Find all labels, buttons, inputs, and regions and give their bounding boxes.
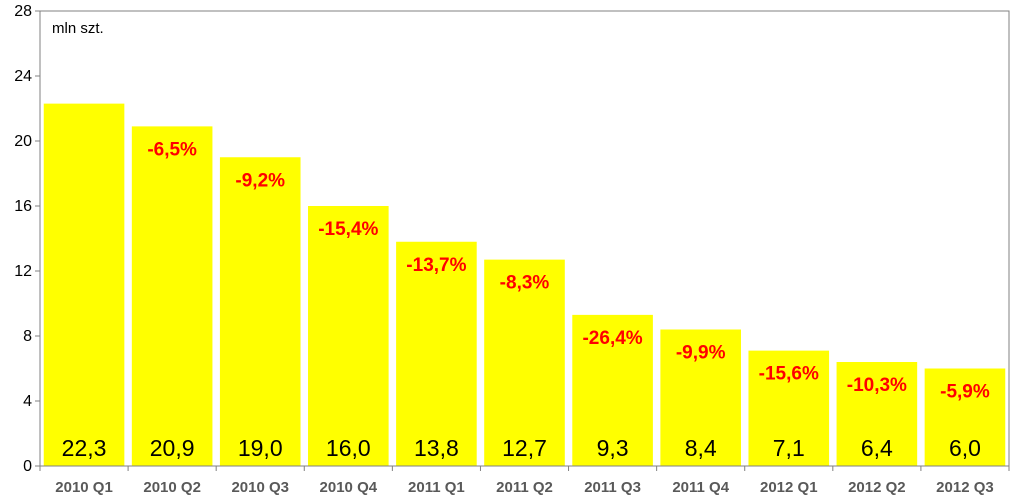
y-tick-label: 28 (14, 3, 32, 20)
bar-series: 22,3 20,9 -6,5% 19,0 -9,2% 16,0 -15,4% 13,8 -13,… (43, 103, 1006, 466)
y-tick-label: 4 (23, 393, 32, 410)
y-tick-label: 24 (14, 68, 32, 85)
x-tick-label: 2011 Q3 (584, 479, 641, 496)
x-tick-label: 2010 Q2 (143, 479, 201, 496)
y-tick-label: 8 (23, 328, 32, 345)
bar-change-label: -8,3% (500, 273, 550, 294)
bar-value-label: 6,4 (861, 435, 893, 461)
x-tick-label: 2011 Q2 (496, 479, 553, 496)
bar-value-label: 22,3 (62, 435, 107, 461)
bar (572, 314, 653, 466)
x-tick-label: 2011 Q1 (408, 479, 465, 496)
x-tick-label: 2012 Q2 (848, 479, 906, 496)
y-tick-label: 20 (14, 133, 32, 150)
bar-value-label: 20,9 (150, 435, 195, 461)
bar-change-label: -9,9% (676, 343, 726, 364)
bar (308, 206, 389, 466)
bar (748, 350, 830, 466)
bar-value-label: 16,0 (326, 435, 371, 461)
bar (396, 241, 477, 466)
bar-change-label: -15,4% (318, 219, 378, 240)
x-tick-label: 2010 Q3 (231, 479, 289, 496)
y-tick-label: 12 (14, 263, 32, 280)
x-tick-label: 2010 Q4 (320, 479, 378, 496)
x-tick-label: 2010 Q1 (55, 479, 113, 496)
bar (219, 157, 301, 466)
bar-change-label: -15,6% (759, 364, 819, 385)
bar-value-label: 13,8 (414, 435, 459, 461)
bar-value-label: 9,3 (597, 435, 629, 461)
bar-value-label: 7,1 (773, 435, 805, 461)
y-tick-label: 16 (14, 198, 32, 215)
x-tick-label: 2012 Q3 (936, 479, 994, 496)
unit-label: mln szt. (52, 20, 104, 37)
bar-value-label: 12,7 (502, 435, 547, 461)
y-tick-label: 0 (23, 458, 32, 475)
bar-change-label: -9,2% (235, 170, 285, 191)
bar (660, 329, 741, 466)
x-axis: 2010 Q1 2010 Q2 2010 Q3 2010 Q4 2011 Q1 2011 … (35, 465, 1010, 496)
bar-change-label: -26,4% (582, 328, 642, 349)
bar (43, 103, 125, 466)
x-tick-label: 2012 Q1 (760, 479, 818, 496)
bar (484, 259, 565, 466)
bar (131, 126, 213, 466)
bar-change-label: -13,7% (406, 255, 466, 276)
bar (836, 362, 918, 466)
bar (924, 368, 1006, 466)
bar-value-label: 8,4 (685, 435, 717, 461)
bar-value-label: 19,0 (238, 435, 283, 461)
bar-value-label: 6,0 (949, 435, 981, 461)
x-tick-label: 2011 Q4 (672, 479, 729, 496)
bar-change-label: -5,9% (940, 382, 990, 403)
bar-change-label: -10,3% (847, 375, 907, 396)
bar-change-label: -6,5% (147, 139, 197, 160)
y-axis: 0 4 8 12 16 20 24 28 (14, 3, 41, 475)
